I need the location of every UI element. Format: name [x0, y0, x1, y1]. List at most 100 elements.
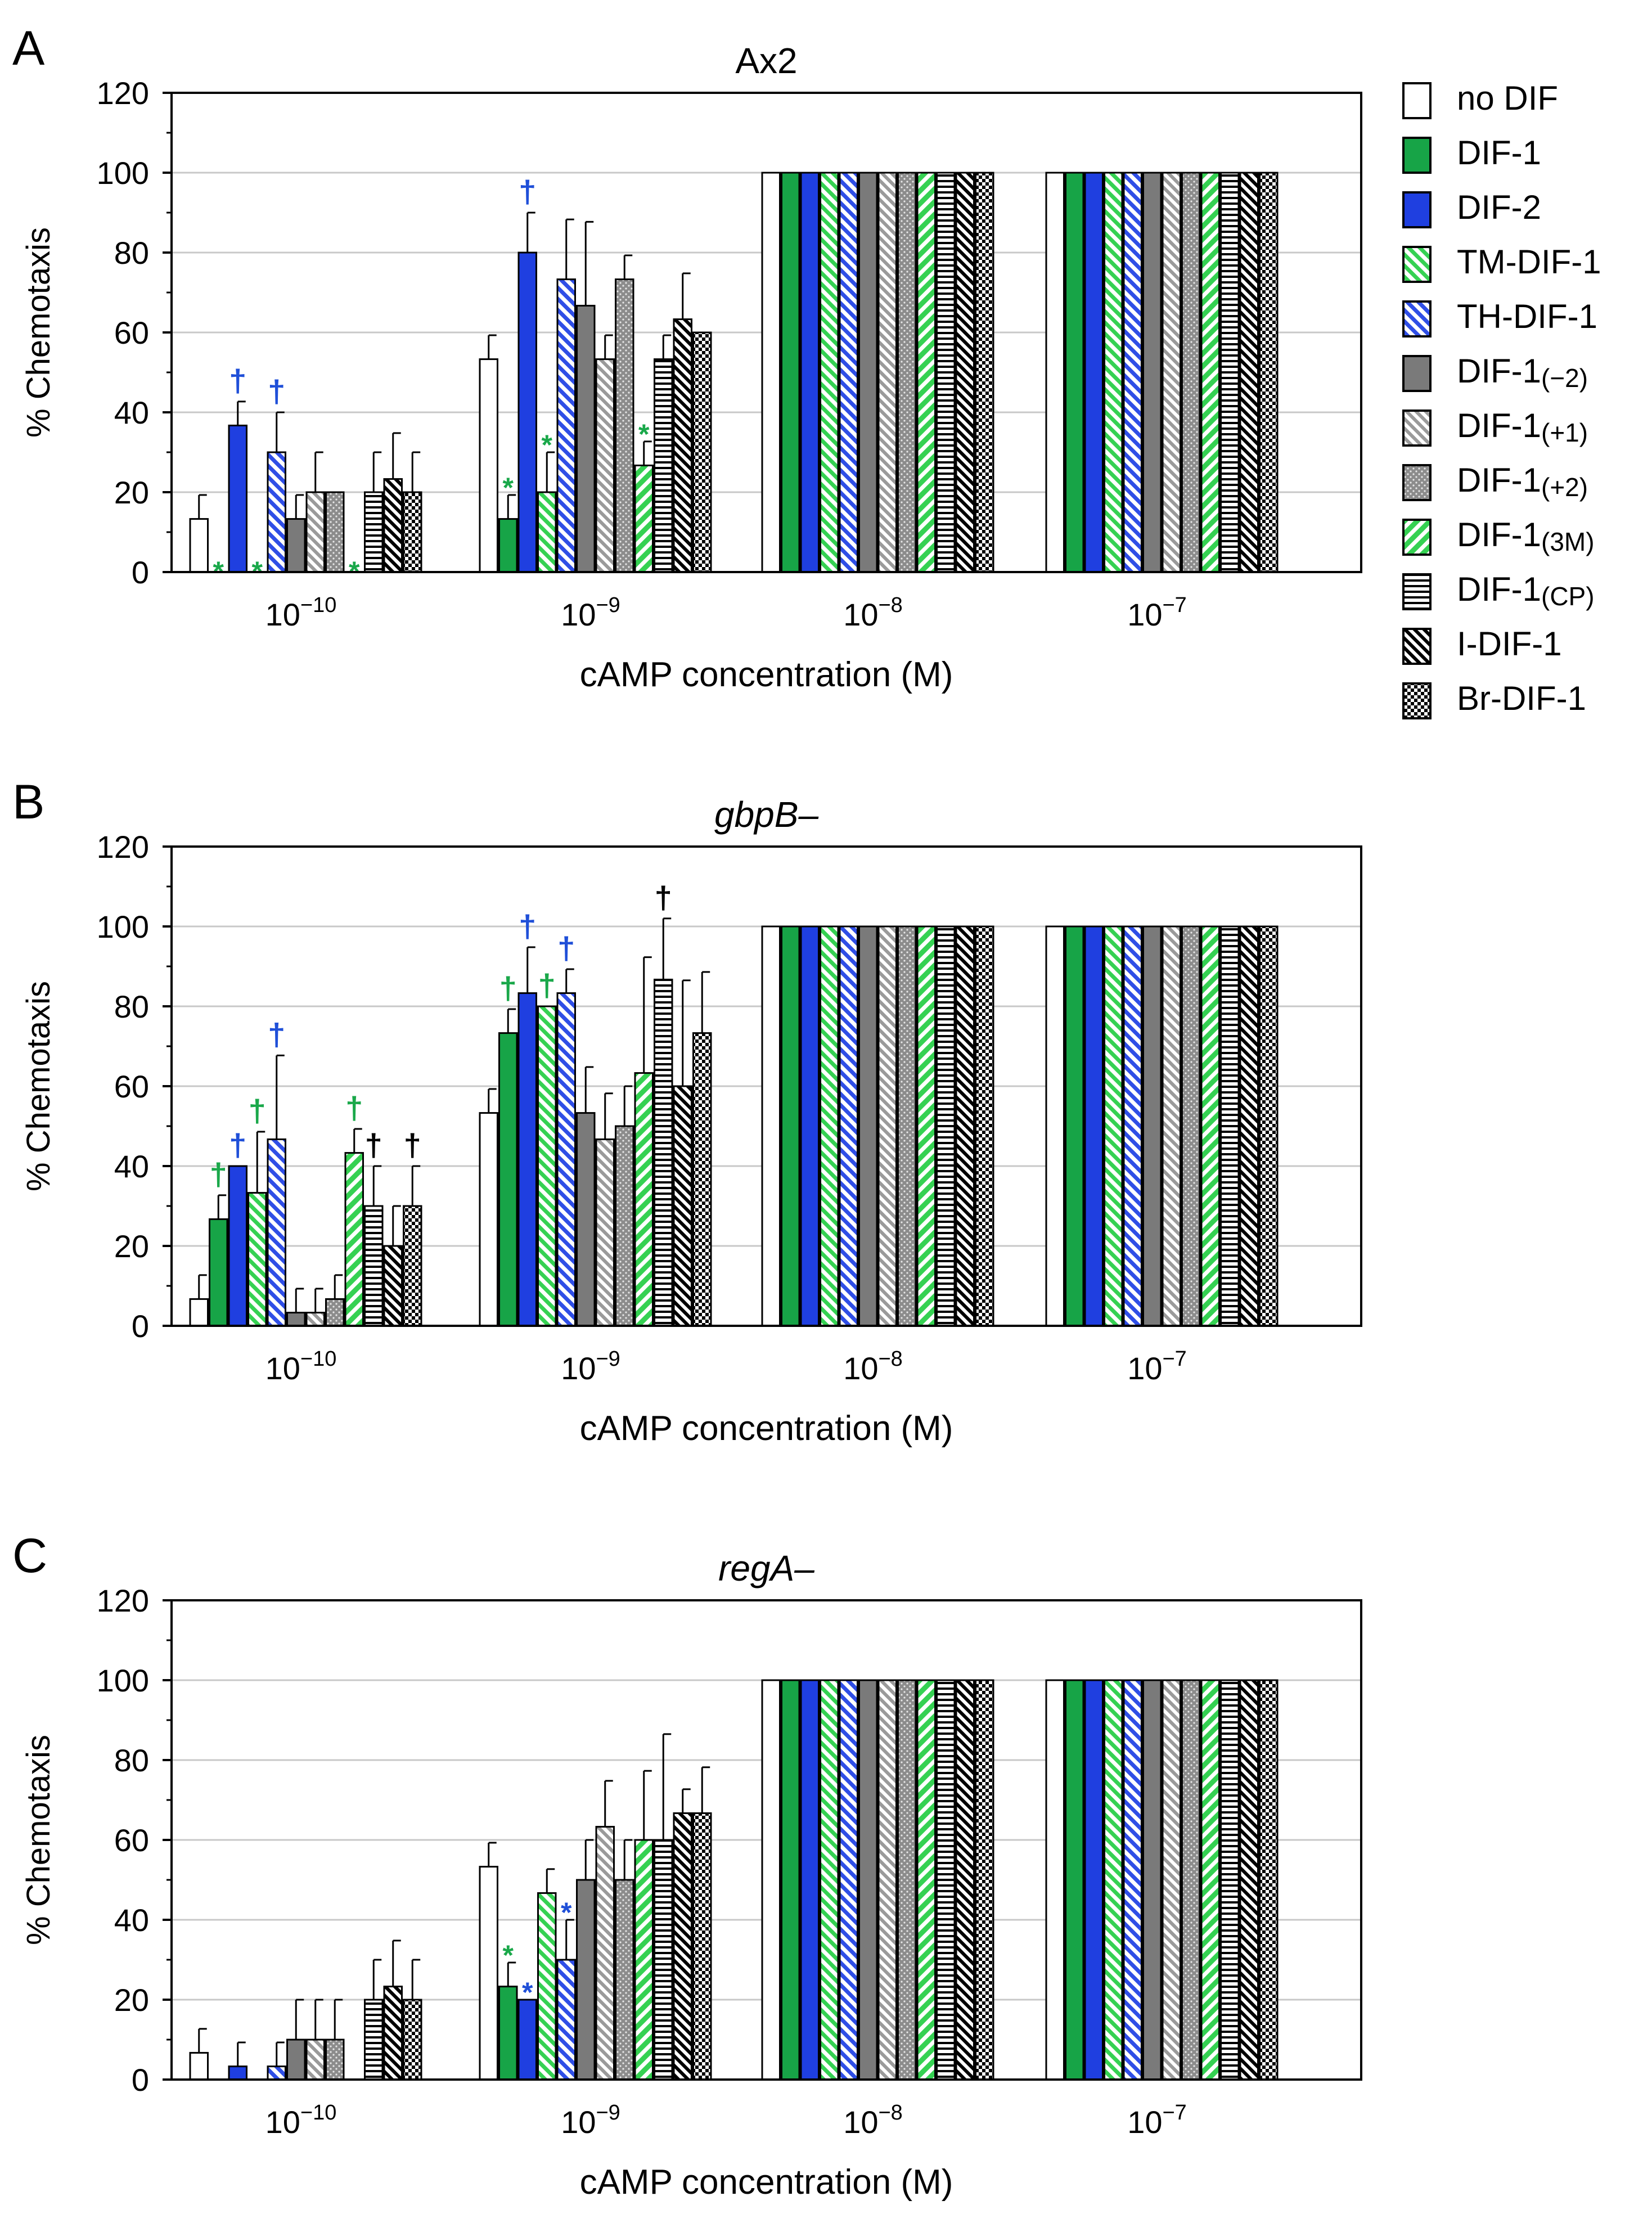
bar: [556, 1959, 576, 2081]
panel-letter: A: [12, 21, 45, 75]
bar: [537, 1892, 557, 2081]
bar: [1123, 1679, 1142, 2081]
significance-marker: †: [268, 374, 285, 409]
bar: [364, 1205, 384, 1327]
bar: [761, 172, 781, 573]
y-tick-label: 0: [132, 555, 149, 590]
bar: [228, 1165, 247, 1327]
bar: [1239, 925, 1259, 1327]
y-axis-label: % Chemotaxis: [20, 1735, 57, 1945]
bar: [537, 1005, 557, 1327]
bar: [761, 925, 781, 1327]
bar: [1162, 925, 1181, 1327]
bar: [654, 978, 673, 1327]
bar: [634, 1839, 654, 2081]
bar: [800, 1679, 820, 2081]
bar: [1239, 1679, 1259, 2081]
bar: [267, 2066, 286, 2081]
legend: no DIF DIF-1 DIF-2 TM-DIF-1 TH-DIF-1 DIF-1(−2…: [1402, 79, 1601, 719]
legend-label: DIF-2: [1457, 188, 1541, 226]
y-tick-label: 60: [114, 1822, 149, 1858]
chart-title: gbpB–: [714, 794, 818, 835]
bar: [634, 1072, 654, 1327]
bar: [916, 1679, 936, 2081]
y-tick-label: 20: [114, 1228, 149, 1264]
y-tick-label: 100: [97, 909, 149, 944]
x-tick-label: 10−8: [843, 1347, 903, 1386]
bar: [325, 491, 345, 573]
legend-swatch: [1402, 191, 1432, 228]
legend-label: TH-DIF-1: [1457, 298, 1597, 335]
legend-label: DIF-1(+1): [1457, 407, 1588, 447]
bar: [1200, 925, 1220, 1327]
bar: [1181, 1679, 1201, 2081]
bar: [615, 278, 634, 573]
bar: [897, 925, 917, 1327]
bar: [1259, 172, 1279, 573]
bar: [1142, 172, 1162, 573]
y-tick-label: 100: [97, 155, 149, 191]
x-axis-label: cAMP concentration (M): [580, 1409, 953, 1448]
bar: [498, 518, 518, 573]
bar: [247, 1192, 267, 1327]
bar: [1065, 172, 1084, 573]
y-tick-label: 80: [114, 235, 149, 271]
legend-swatch: [1402, 246, 1432, 283]
bar: [537, 491, 557, 573]
bar: [1200, 172, 1220, 573]
significance-marker: *: [638, 418, 650, 450]
bar: [1239, 172, 1259, 573]
significance-marker: †: [557, 930, 575, 966]
bar: [1162, 172, 1181, 573]
bar: [916, 925, 936, 1327]
x-tick-label: 10−7: [1127, 2101, 1187, 2140]
y-axis-label: % Chemotaxis: [20, 981, 57, 1191]
bar: [1065, 925, 1084, 1327]
bar: [1259, 925, 1279, 1327]
bar: [975, 172, 994, 573]
bar: [673, 318, 692, 573]
bar: [673, 1085, 692, 1327]
bar: [1084, 925, 1104, 1327]
bar: [692, 331, 712, 573]
bar: [673, 1812, 692, 2081]
bar: [692, 1032, 712, 1327]
y-tick-label: 0: [132, 2062, 149, 2098]
x-tick-label: 10−10: [265, 593, 337, 632]
y-tick-label: 80: [114, 989, 149, 1024]
legend-swatch: [1402, 464, 1432, 501]
bar: [1065, 1679, 1084, 2081]
bar: [955, 1679, 975, 2081]
bar: [1123, 172, 1142, 573]
bar: [576, 1879, 596, 2081]
bar: [1162, 1679, 1181, 2081]
legend-label: DIF-1(CP): [1457, 570, 1595, 611]
y-tick-label: 40: [114, 1902, 149, 1938]
bar: [364, 491, 384, 573]
bar: [1220, 1679, 1240, 2081]
significance-marker: *: [503, 472, 514, 503]
bar: [383, 478, 403, 573]
bar: [634, 464, 654, 573]
x-tick-label: 10−10: [265, 1347, 337, 1386]
bar: [781, 925, 800, 1327]
bar: [383, 1245, 403, 1327]
y-tick-label: 20: [114, 1982, 149, 2018]
bar: [403, 1999, 422, 2081]
bar: [975, 925, 994, 1327]
bar: [189, 1298, 209, 1327]
bar: [839, 172, 858, 573]
significance-marker: *: [503, 1940, 514, 1971]
significance-marker: *: [522, 1977, 533, 2008]
significance-marker: *: [542, 429, 553, 461]
y-tick-label: 120: [97, 829, 149, 865]
bar: [1181, 925, 1201, 1327]
legend-swatch: [1402, 628, 1432, 665]
bar: [403, 1205, 422, 1327]
bar: [403, 491, 422, 573]
bar: [383, 1986, 403, 2081]
bar: [305, 1312, 325, 1327]
bar: [1084, 1679, 1104, 2081]
